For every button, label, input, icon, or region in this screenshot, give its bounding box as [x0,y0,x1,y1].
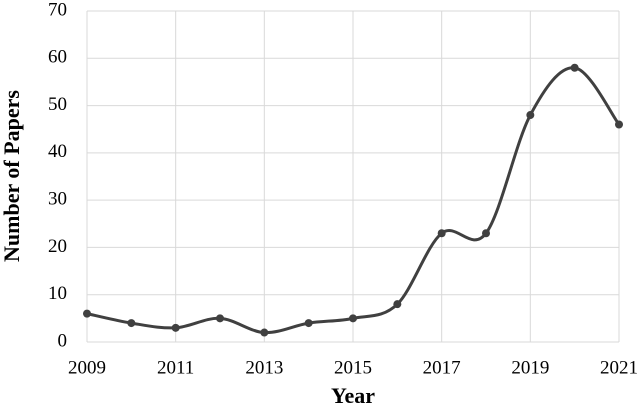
data-point [304,319,313,328]
x-tick-label: 2011 [157,357,194,378]
x-tick-label: 2017 [423,357,461,378]
data-point [482,229,490,238]
x-tick-label: 2019 [511,357,549,378]
data-point [260,328,269,337]
y-tick-label: 10 [48,283,67,304]
x-axis-title: Year [331,383,375,408]
x-tick-label: 2013 [245,357,283,378]
x-tick-label: 2015 [334,357,372,378]
y-tick-label: 0 [58,330,68,351]
y-tick-label: 40 [48,141,67,162]
data-point [570,63,579,72]
data-point [349,314,357,323]
y-tick-label: 30 [48,189,67,210]
y-tick-label: 20 [48,236,67,257]
y-tick-label: 70 [48,0,67,20]
data-point [437,229,446,238]
data-point [127,319,136,328]
y-tick-label: 60 [48,47,67,68]
x-tick-label: 2009 [68,357,106,378]
data-point [83,309,91,318]
y-axis-title: Number of Papers [0,90,24,262]
y-tick-label: 50 [48,94,67,115]
data-point [526,111,535,120]
data-point [171,323,180,332]
data-point [615,120,623,129]
data-point [393,300,402,309]
data-point [216,314,224,323]
x-tick-label: 2021 [600,357,638,378]
